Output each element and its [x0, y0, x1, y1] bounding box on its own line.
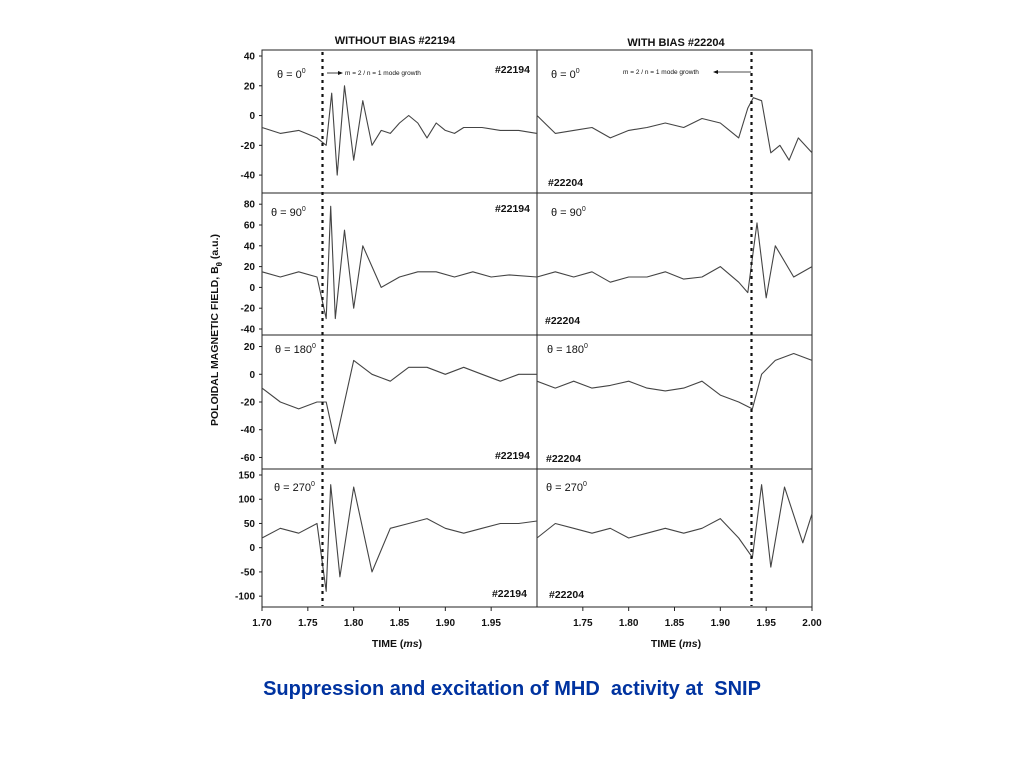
y-tick-label: -20 — [241, 141, 256, 152]
x-tick-label: 1.85 — [665, 618, 685, 629]
angle-label-left-1: θ = 900 — [271, 206, 306, 219]
y-tick-label: 40 — [244, 241, 256, 252]
annotation-right-arrowhead — [713, 70, 718, 74]
traces — [261, 85, 813, 592]
shot-label-left-1: #22194 — [495, 203, 530, 215]
trace-right-row1 — [536, 222, 813, 299]
annotation-left: m = 2 / n = 1 mode growth — [327, 70, 421, 77]
trace-right-row2 — [536, 352, 813, 410]
trace-left-row2 — [261, 359, 537, 445]
y-tick-label: 0 — [249, 283, 255, 294]
y-tick-label: 0 — [249, 543, 255, 554]
y-tick-label: -40 — [241, 325, 256, 336]
shot-labels: #22194 #22204 #22194 #22204 #22194 #2220… — [492, 64, 584, 601]
annotation-right: m = 2 / n = 1 mode growth — [623, 69, 751, 76]
shot-label-left-2: #22194 — [495, 450, 530, 462]
y-tick-label: 60 — [244, 221, 256, 232]
trace-left-row1 — [261, 205, 538, 320]
angle-labels: θ = 00 θ = 00 θ = 900 θ = 900 θ = 1800 θ… — [271, 68, 588, 494]
x-axis-label-left: TIME (ms) — [372, 638, 422, 650]
trace-right-row3 — [536, 484, 813, 568]
x-tick-label: 1.80 — [619, 618, 639, 629]
y-tick-label: 0 — [249, 370, 255, 381]
trace-left-row3 — [261, 484, 538, 592]
angle-label-left-0: θ = 00 — [277, 68, 306, 81]
y-tick-label: -40 — [241, 171, 256, 182]
y-tick-label: 20 — [244, 342, 256, 353]
x-tick-label: 1.90 — [711, 618, 731, 629]
angle-label-right-1: θ = 900 — [551, 206, 586, 219]
annotation-left-text: m = 2 / n = 1 mode growth — [345, 70, 421, 77]
angle-label-right-0: θ = 00 — [551, 68, 580, 81]
y-tick-label: -40 — [241, 425, 256, 436]
y-tick-label: -100 — [235, 592, 255, 603]
shot-label-right-0: #22204 — [548, 177, 583, 189]
figure-caption: Suppression and excitation of MHD activi… — [263, 678, 761, 700]
y-tick-label: 20 — [244, 262, 256, 273]
x-tick-label: 1.90 — [436, 618, 456, 629]
x-tick-label: 1.95 — [756, 618, 776, 629]
x-tick-label: 1.85 — [390, 618, 410, 629]
y-tick-label: 20 — [244, 81, 256, 92]
annotation-left-arrowhead — [338, 71, 343, 75]
shot-label-right-3: #22204 — [549, 589, 584, 601]
trace-left-row0 — [261, 85, 538, 176]
y-ticks: 40 20 0 -20 -40 80 60 40 20 0 -20 -40 20 0 -20 -40 -60 15… — [235, 52, 262, 603]
x-ticks: 1.70 1.75 1.80 1.85 1.90 1.95 1.75 1.80 1.85 1.90… — [252, 607, 822, 629]
y-tick-label: 100 — [238, 495, 255, 506]
y-tick-label: 0 — [249, 111, 255, 122]
y-tick-label: -50 — [241, 567, 256, 578]
x-tick-label: 1.80 — [344, 618, 364, 629]
annotation-right-text: m = 2 / n = 1 mode growth — [623, 69, 699, 76]
right-panel-title: WITH BIAS #22204 — [627, 37, 725, 49]
x-tick-label: 1.75 — [573, 618, 593, 629]
x-tick-label: 1.70 — [252, 618, 272, 629]
angle-label-left-3: θ = 2700 — [274, 481, 315, 494]
y-tick-label: -20 — [241, 304, 256, 315]
shot-label-left-0: #22194 — [495, 64, 530, 76]
x-axis-label-right: TIME (ms) — [651, 638, 701, 650]
y-tick-label: -60 — [241, 453, 256, 464]
shot-label-right-2: #22204 — [546, 453, 581, 465]
y-tick-label: 40 — [244, 52, 256, 63]
y-axis-label: POLOIDAL MAGNETIC FIELD, Bθ (a.u.) — [209, 234, 224, 426]
angle-label-right-2: θ = 1800 — [547, 343, 588, 356]
x-tick-label: 2.00 — [802, 618, 822, 629]
shot-label-left-3: #22194 — [492, 588, 527, 600]
y-tick-label: 50 — [244, 519, 256, 530]
x-tick-label: 1.75 — [298, 618, 318, 629]
y-tick-label: 80 — [244, 200, 256, 211]
angle-label-right-3: θ = 2700 — [546, 481, 587, 494]
y-tick-label: 150 — [238, 471, 255, 482]
x-tick-label: 1.95 — [481, 618, 501, 629]
trace-right-row0 — [536, 97, 813, 161]
angle-label-left-2: θ = 1800 — [275, 343, 316, 356]
y-tick-label: -20 — [241, 398, 256, 409]
figure-frame — [261, 49, 813, 608]
left-panel-title: WITHOUT BIAS #22194 — [335, 35, 456, 47]
shot-label-right-1: #22204 — [545, 315, 580, 327]
